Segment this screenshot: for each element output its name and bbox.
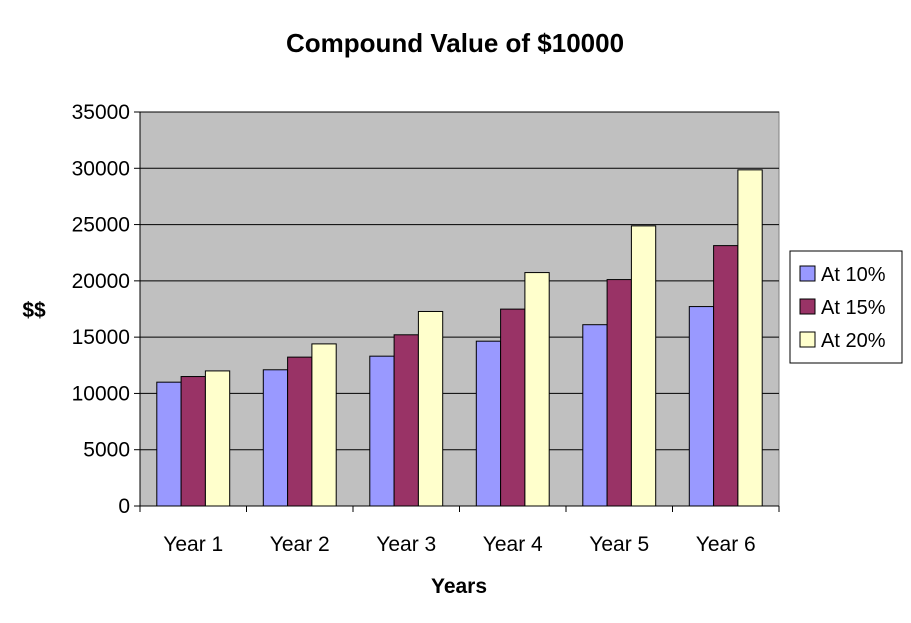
y-tick-labels: 0 5000 10000 15000 20000 25000 30000 35000 (72, 101, 130, 518)
bar (156, 381, 182, 507)
bar (393, 334, 419, 507)
bar (630, 225, 657, 507)
bar (311, 343, 337, 507)
y-tick-label: 35000 (72, 101, 130, 124)
y-axis-title: $$ (22, 299, 46, 322)
x-tick-label: Year 1 (163, 533, 223, 556)
bar (713, 245, 739, 507)
legend-label: At 15% (821, 297, 886, 319)
x-tick-label: Year 2 (270, 533, 330, 556)
y-tick-label: 10000 (72, 382, 130, 405)
bar (287, 356, 313, 507)
x-axis-title: Years (431, 575, 487, 598)
legend-label: At 20% (821, 330, 886, 352)
legend: At 10% At 15% At 20% (789, 250, 903, 364)
y-tick-label: 15000 (72, 326, 130, 349)
bar (737, 169, 763, 507)
legend-swatch (799, 298, 816, 315)
legend-swatch (799, 265, 816, 282)
bar (524, 272, 550, 507)
axes (134, 111, 780, 512)
bar (180, 376, 206, 507)
bar (606, 279, 632, 507)
bar (475, 340, 502, 507)
bar (369, 355, 395, 507)
bar (204, 370, 231, 507)
x-tick-label: Year 3 (376, 533, 436, 556)
bar (262, 369, 289, 507)
bar (688, 306, 715, 507)
y-tick-label: 20000 (72, 270, 130, 293)
bar (582, 324, 608, 507)
y-tick-label: 0 (118, 495, 130, 518)
x-tick-label: Year 4 (483, 533, 543, 556)
bar (500, 308, 526, 507)
y-tick-label: 25000 (72, 214, 130, 237)
x-tick-labels: Year 1 Year 2 Year 3 Year 4 Year 5 Year 6 (163, 533, 755, 556)
plot-area (139, 111, 780, 507)
legend-label: At 10% (821, 264, 886, 286)
y-tick-label: 5000 (83, 439, 130, 462)
y-tick-label: 30000 (72, 157, 130, 180)
bars (156, 169, 763, 507)
x-tick-label: Year 6 (696, 533, 756, 556)
x-tick-label: Year 5 (589, 533, 649, 556)
bar (417, 310, 444, 507)
legend-swatch (799, 331, 816, 348)
gridlines (140, 111, 779, 451)
chart-title: Compound Value of $10000 (286, 28, 624, 58)
